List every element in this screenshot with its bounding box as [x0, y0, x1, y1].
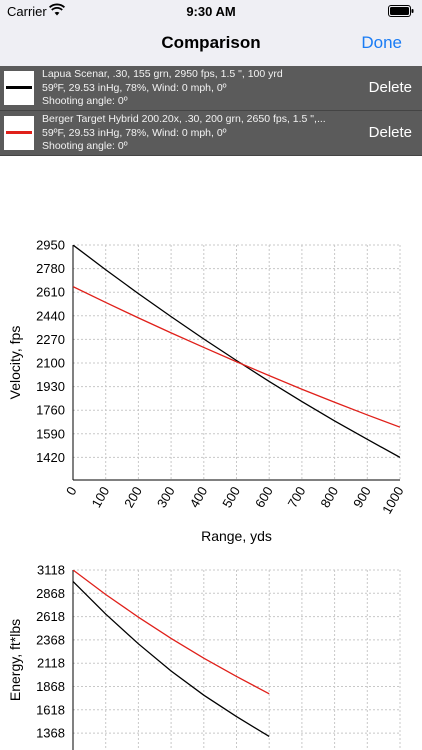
x-tick-label: 0 [63, 484, 80, 498]
x-tick-label: 600 [252, 484, 276, 510]
x-tick-label: 200 [121, 484, 145, 510]
series-line-black [73, 581, 270, 738]
y-tick-label: 1590 [36, 426, 65, 441]
y-tick-label: 1420 [36, 450, 65, 465]
y-tick-label: 2618 [36, 609, 65, 624]
y-tick-label: 1368 [36, 726, 65, 741]
x-tick-label: 900 [350, 484, 374, 510]
series-color-swatch [4, 116, 34, 150]
series-color-swatch [4, 71, 34, 105]
y-tick-label: 2368 [36, 632, 65, 647]
energy-chart: 3118 2868 2618 2368 2118 1868 1618 1368 Energy, … [7, 563, 401, 750]
comparison-row[interactable]: Berger Target Hybrid 200.20x, .30, 200 g… [0, 111, 422, 156]
y-tick-label: 2950 [36, 238, 65, 253]
y-tick-label: 1760 [36, 403, 65, 418]
x-tick-label: 1000 [379, 484, 406, 517]
series-line-red [73, 570, 270, 695]
y-axis-label: Energy, ft*lbs [7, 619, 23, 701]
status-bar: Carrier 9:30 AM [0, 0, 422, 22]
x-tick-label: 700 [285, 484, 309, 510]
page-title: Comparison [161, 33, 261, 52]
y-tick-label: 1868 [36, 679, 65, 694]
series-line-red [73, 286, 400, 428]
x-axis-label: Range, yds [201, 528, 272, 544]
series-line-black [73, 245, 400, 458]
series-line-black [6, 86, 32, 89]
wifi-icon [49, 3, 65, 16]
x-tick-label: 300 [154, 484, 178, 510]
y-tick-label: 1930 [36, 379, 65, 394]
navigation-bar: Carrier 9:30 AM Comparison Done [0, 0, 422, 67]
y-tick-label: 2868 [36, 586, 65, 601]
y-tick-label: 2610 [36, 285, 65, 300]
y-axis-label: Velocity, fps [7, 326, 23, 400]
y-tick-label: 2118 [37, 656, 65, 671]
y-tick-label: 2270 [36, 332, 65, 347]
x-tick-label: 400 [187, 484, 211, 510]
carrier-label: Carrier [7, 4, 47, 19]
status-time: 9:30 AM [186, 4, 236, 19]
y-tick-label: 1618 [36, 702, 65, 717]
series-line-red [6, 131, 32, 134]
delete-button[interactable]: Delete [368, 124, 412, 141]
done-button[interactable]: Done [361, 33, 402, 52]
y-tick-label: 2780 [36, 261, 65, 276]
y-tick-label: 3118 [37, 563, 65, 578]
x-tick-label: 800 [317, 484, 341, 510]
x-tick-label: 500 [219, 484, 243, 510]
x-tick-label: 100 [88, 484, 112, 510]
y-tick-label: 2100 [36, 356, 65, 371]
comparison-list: Lapua Scenar, .30, 155 grn, 2950 fps, 1.… [0, 66, 422, 156]
battery-icon [388, 5, 414, 17]
y-tick-label: 2440 [36, 308, 65, 323]
velocity-chart: 2950 2780 2610 2440 2270 2100 1930 1760 1590 1420… [7, 238, 407, 545]
delete-button[interactable]: Delete [368, 79, 412, 96]
comparison-row[interactable]: Lapua Scenar, .30, 155 grn, 2950 fps, 1.… [0, 66, 422, 111]
